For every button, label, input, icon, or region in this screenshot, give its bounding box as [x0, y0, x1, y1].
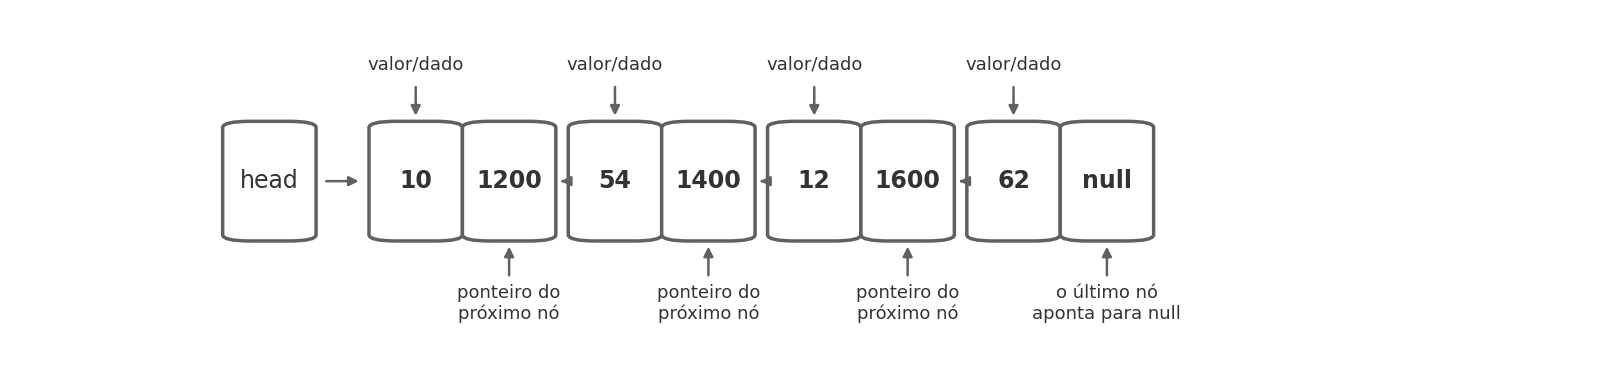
FancyBboxPatch shape [861, 121, 955, 241]
Text: valor/dado: valor/dado [966, 56, 1062, 73]
Text: valor/dado: valor/dado [368, 56, 464, 73]
FancyBboxPatch shape [463, 121, 556, 241]
FancyBboxPatch shape [1061, 121, 1154, 241]
FancyBboxPatch shape [569, 121, 662, 241]
Text: 1200: 1200 [476, 169, 542, 193]
FancyBboxPatch shape [662, 121, 755, 241]
Text: ponteiro do
próximo nó: ponteiro do próximo nó [657, 284, 760, 323]
FancyBboxPatch shape [223, 121, 317, 241]
Text: o último nó
aponta para null: o último nó aponta para null [1032, 284, 1181, 323]
Text: 10: 10 [399, 169, 432, 193]
Text: 1600: 1600 [874, 169, 940, 193]
Text: ponteiro do
próximo nó: ponteiro do próximo nó [857, 284, 959, 323]
Text: ponteiro do
próximo nó: ponteiro do próximo nó [458, 284, 561, 323]
FancyBboxPatch shape [768, 121, 861, 241]
Text: 54: 54 [598, 169, 632, 193]
FancyBboxPatch shape [967, 121, 1061, 241]
Text: 12: 12 [797, 169, 831, 193]
Text: 62: 62 [996, 169, 1030, 193]
Text: valor/dado: valor/dado [767, 56, 863, 73]
FancyBboxPatch shape [370, 121, 463, 241]
Text: valor/dado: valor/dado [567, 56, 664, 73]
Text: head: head [239, 169, 299, 193]
Text: null: null [1082, 169, 1131, 193]
Text: 1400: 1400 [675, 169, 741, 193]
